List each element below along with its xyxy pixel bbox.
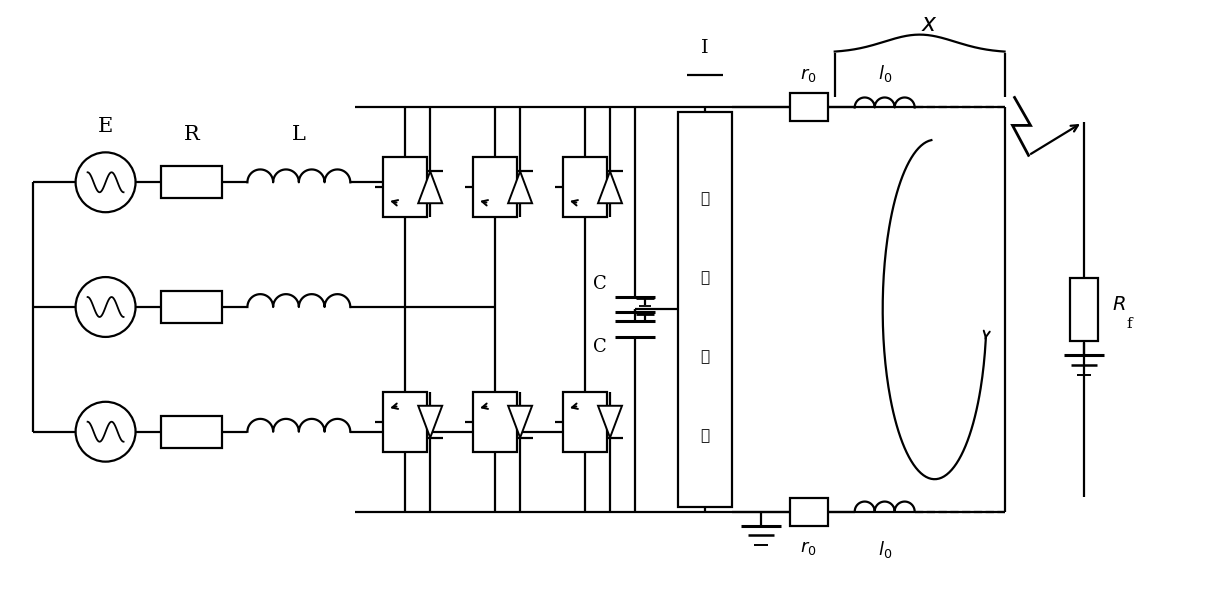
Polygon shape [598,171,622,203]
Bar [677,113,731,507]
Bar [160,416,223,447]
Bar [790,94,828,121]
Bar [473,157,517,217]
Text: 距: 距 [701,271,709,285]
Bar [383,392,428,452]
Polygon shape [418,406,442,438]
Text: 模: 模 [701,349,709,364]
Bar [564,392,608,452]
Text: E: E [98,118,113,136]
Text: f: f [1127,318,1132,332]
Polygon shape [418,171,442,203]
Text: I: I [701,39,709,56]
Text: 测: 测 [701,192,709,207]
Text: $x$: $x$ [921,13,938,35]
Text: $l_0$: $l_0$ [877,62,892,83]
Text: L: L [292,125,305,144]
Bar [473,392,517,452]
Bar [564,157,608,217]
Polygon shape [508,171,532,203]
Bar [160,166,223,198]
Bar [383,157,428,217]
Text: 块: 块 [701,428,709,443]
Bar [160,291,223,323]
Text: R: R [184,125,200,144]
Text: C: C [593,275,606,293]
Text: $R$: $R$ [1112,296,1126,313]
Text: $r_0$: $r_0$ [800,539,817,558]
Bar [790,498,828,526]
Text: $l_0$: $l_0$ [877,539,892,561]
Bar [1071,278,1099,341]
Polygon shape [598,406,622,438]
Text: $r_0$: $r_0$ [800,65,817,83]
Text: C: C [593,338,606,356]
Polygon shape [508,406,532,438]
